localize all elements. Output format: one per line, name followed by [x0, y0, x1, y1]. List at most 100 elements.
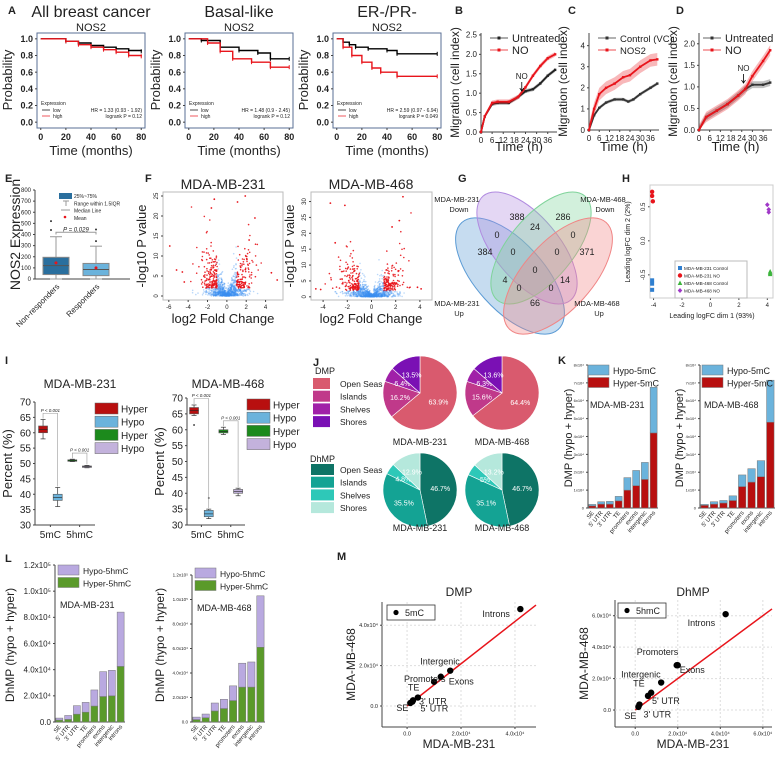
volcano-point — [375, 293, 378, 296]
volcano-point — [224, 294, 227, 296]
data-marker — [524, 86, 527, 89]
volcano-point — [371, 295, 373, 298]
volcano-point — [356, 294, 358, 297]
volcano-point — [359, 281, 362, 283]
volcano-point — [226, 295, 229, 297]
volcano-point — [241, 286, 243, 289]
volcano-point — [244, 290, 247, 293]
y-tick-label: 4x10⁴ — [686, 434, 697, 439]
volcano-point — [357, 294, 360, 297]
volcano-point — [229, 289, 232, 292]
volcano-point — [208, 287, 211, 290]
volcano-point — [372, 295, 374, 298]
volcano-point — [219, 293, 222, 296]
y-tick-label: 0.4 — [168, 84, 181, 94]
volcano-point — [371, 295, 373, 297]
volcano-point — [369, 295, 372, 297]
volcano-point — [382, 294, 384, 297]
volcano-point — [256, 243, 259, 246]
volcano-point — [364, 295, 366, 298]
volcano-point — [231, 283, 233, 286]
volcano-point — [371, 295, 373, 297]
volcano-point — [371, 295, 374, 297]
volcano-point — [378, 294, 380, 296]
volcano-point — [373, 295, 375, 298]
volcano-point — [352, 292, 355, 294]
bar-Hypo-5mC — [606, 501, 614, 505]
volcano-point — [205, 290, 207, 293]
data-marker — [632, 98, 635, 101]
legend-label: Control (VC) — [620, 34, 673, 45]
volcano-point — [375, 295, 378, 298]
volcano-point — [370, 294, 372, 296]
volcano-point — [367, 295, 370, 298]
volcano-point — [375, 294, 377, 296]
volcano-point — [227, 293, 229, 296]
volcano-point — [222, 293, 224, 296]
volcano-point — [246, 285, 248, 287]
volcano-point — [240, 293, 242, 296]
volcano-point — [384, 293, 386, 296]
x-tick-label: 2.0x10⁴ — [668, 731, 688, 738]
legend-title: Expression — [189, 101, 214, 107]
legend-label: Hyper-5mC — [613, 379, 660, 389]
volcano-point — [366, 294, 369, 297]
category-label: Responders — [65, 282, 102, 319]
volcano-point — [365, 293, 368, 295]
bar-Hyper-5hmC — [201, 717, 210, 723]
volcano-point — [234, 295, 237, 297]
volcano-point — [375, 288, 378, 291]
y-axis-label: DhMP (hypo + hyper) — [3, 588, 17, 702]
volcano-point — [369, 295, 372, 297]
volcano-point — [223, 291, 225, 294]
volcano-point — [390, 290, 393, 292]
volcano-point — [367, 294, 370, 297]
volcano-point — [380, 295, 383, 298]
volcano-point — [370, 294, 373, 297]
y-axis-label: Leading logFC dim 2 (2%) — [625, 201, 632, 282]
volcano-point — [224, 293, 226, 296]
volcano-point — [206, 277, 208, 280]
volcano-point — [359, 287, 362, 290]
volcano-point — [356, 290, 358, 293]
volcano-point — [365, 295, 368, 297]
volcano-point — [227, 290, 230, 292]
volcano-point — [235, 293, 237, 295]
volcano-point — [228, 291, 231, 293]
volcano-point — [234, 293, 237, 296]
data-marker — [649, 86, 652, 90]
volcano-point — [365, 292, 368, 295]
volcano-point — [375, 295, 378, 298]
volcano-point — [218, 290, 221, 292]
volcano-point — [241, 291, 244, 294]
volcano-point — [220, 293, 222, 296]
volcano-point — [233, 294, 236, 297]
volcano-point — [231, 291, 233, 294]
chart-title: MDA-MB-231 — [181, 176, 266, 192]
volcano-point — [343, 270, 345, 272]
volcano-point — [364, 280, 367, 283]
volcano-point — [224, 289, 227, 292]
volcano-point — [218, 292, 221, 295]
y-tick-label: 30 — [20, 521, 32, 532]
legend-marker — [677, 288, 683, 293]
volcano-point — [367, 295, 370, 297]
bar-Hyper-5hmC — [73, 713, 81, 723]
volcano-point — [358, 290, 360, 293]
volcano-point — [367, 294, 370, 297]
volcano-point — [223, 289, 226, 292]
volcano-point — [372, 295, 374, 298]
volcano-point — [365, 295, 367, 298]
volcano-point — [226, 288, 229, 291]
volcano-point — [359, 279, 361, 282]
volcano-point — [227, 292, 229, 294]
volcano-point — [245, 290, 247, 293]
y-axis-label: -log10 P value — [282, 205, 297, 288]
volcano-point — [365, 294, 368, 296]
volcano-point — [224, 294, 226, 296]
volcano-point — [371, 294, 373, 297]
panel-letter: M — [337, 551, 346, 563]
volcano-point — [226, 294, 229, 297]
volcano-point — [339, 291, 342, 294]
bar-Hyper-5hmC — [220, 708, 228, 723]
